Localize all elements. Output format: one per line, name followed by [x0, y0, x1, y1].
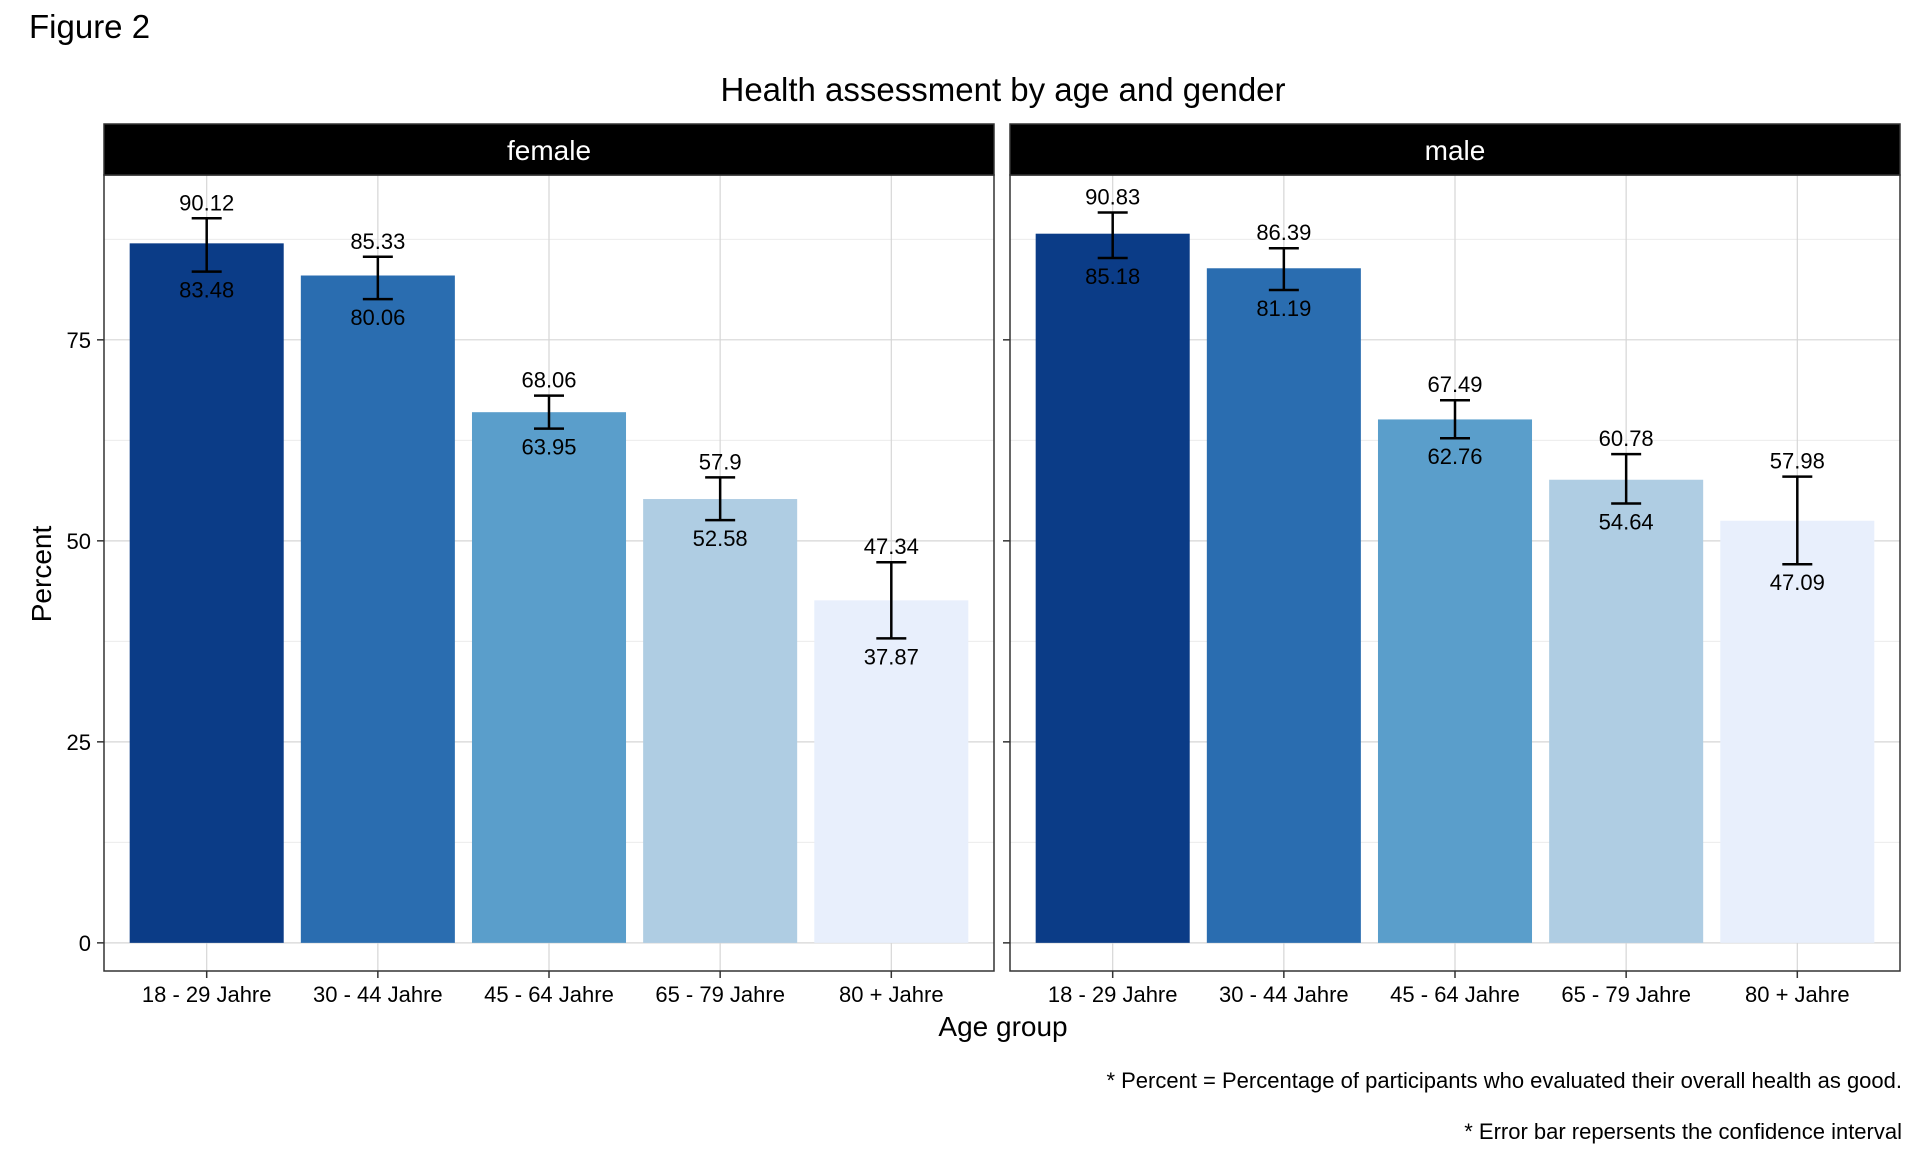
y-axis-label: Percent: [26, 526, 57, 623]
panel-male: 90.83 85.18 86.39 81.19 67.49 62.76 60.78 54.64…: [1003, 123, 1901, 1007]
y-tick-label: 75: [67, 328, 91, 353]
x-tick-label: 65 - 79 Jahre: [655, 982, 785, 1007]
footnote-error-bar: * Error bar repersents the confidence in…: [1464, 1119, 1902, 1144]
x-tick-label: 30 - 44 Jahre: [1219, 982, 1349, 1007]
y-tick-label: 0: [79, 931, 91, 956]
ci-lower-label: 85.18: [1085, 264, 1140, 289]
y-tick-label: 25: [67, 730, 91, 755]
ci-lower-label: 83.48: [179, 278, 234, 303]
panel-female: 90.12 83.48 85.33 80.06 68.06 63.95 57.9 52.58 4…: [67, 123, 995, 1007]
panels-layer: 90.12 83.48 85.33 80.06 68.06 63.95 57.9 52.58 4…: [67, 123, 1901, 1007]
bar-male-1: [1035, 233, 1190, 943]
ci-upper-label: 85.33: [350, 229, 405, 254]
ci-upper-label: 67.49: [1427, 372, 1482, 397]
bar-male-5: [1720, 520, 1875, 943]
bar-female-4: [643, 499, 798, 943]
x-tick-label: 80 + Jahre: [839, 982, 944, 1007]
figure-label: Figure 2: [29, 8, 150, 45]
x-tick-label: 65 - 79 Jahre: [1561, 982, 1691, 1007]
bar-male-3: [1377, 419, 1533, 943]
x-tick-label: 30 - 44 Jahre: [313, 982, 443, 1007]
chart-title: Health assessment by age and gender: [720, 71, 1285, 108]
ci-lower-label: 47.09: [1770, 570, 1825, 595]
ci-upper-label: 57.9: [699, 449, 742, 474]
facet-strip: [103, 123, 995, 176]
facet-strip-label: male: [1425, 135, 1486, 166]
x-tick-label: 18 - 29 Jahre: [142, 982, 272, 1007]
ci-upper-label: 60.78: [1599, 426, 1654, 451]
ci-upper-label: 68.06: [521, 368, 576, 393]
ci-lower-label: 54.64: [1599, 510, 1654, 535]
x-tick-label: 45 - 64 Jahre: [484, 982, 614, 1007]
footnote-definition: * Percent = Percentage of participants w…: [1106, 1068, 1902, 1093]
facet-strip-label: female: [507, 135, 591, 166]
ci-upper-label: 90.12: [179, 190, 234, 215]
bar-female-3: [471, 412, 627, 943]
bar-female-2: [300, 275, 455, 943]
ci-upper-label: 47.34: [864, 534, 919, 559]
ci-lower-label: 63.95: [521, 435, 576, 460]
x-tick-label: 45 - 64 Jahre: [1390, 982, 1520, 1007]
ci-lower-label: 80.06: [350, 305, 405, 330]
ci-upper-label: 57.98: [1770, 449, 1825, 474]
bar-female-5: [814, 600, 969, 943]
ci-lower-label: 37.87: [864, 644, 919, 669]
bar-female-1: [129, 243, 284, 943]
bar-male-2: [1206, 268, 1361, 943]
x-tick-label: 80 + Jahre: [1745, 982, 1850, 1007]
ci-lower-label: 62.76: [1427, 444, 1482, 469]
ci-upper-label: 90.83: [1085, 185, 1140, 210]
ci-lower-label: 52.58: [693, 526, 748, 551]
x-axis-label: Age group: [938, 1011, 1067, 1042]
y-tick-label: 50: [67, 529, 91, 554]
bar-male-4: [1549, 479, 1704, 943]
facet-strip: [1009, 123, 1901, 176]
ci-upper-label: 86.39: [1256, 220, 1311, 245]
x-tick-label: 18 - 29 Jahre: [1048, 982, 1178, 1007]
ci-lower-label: 81.19: [1256, 296, 1311, 321]
